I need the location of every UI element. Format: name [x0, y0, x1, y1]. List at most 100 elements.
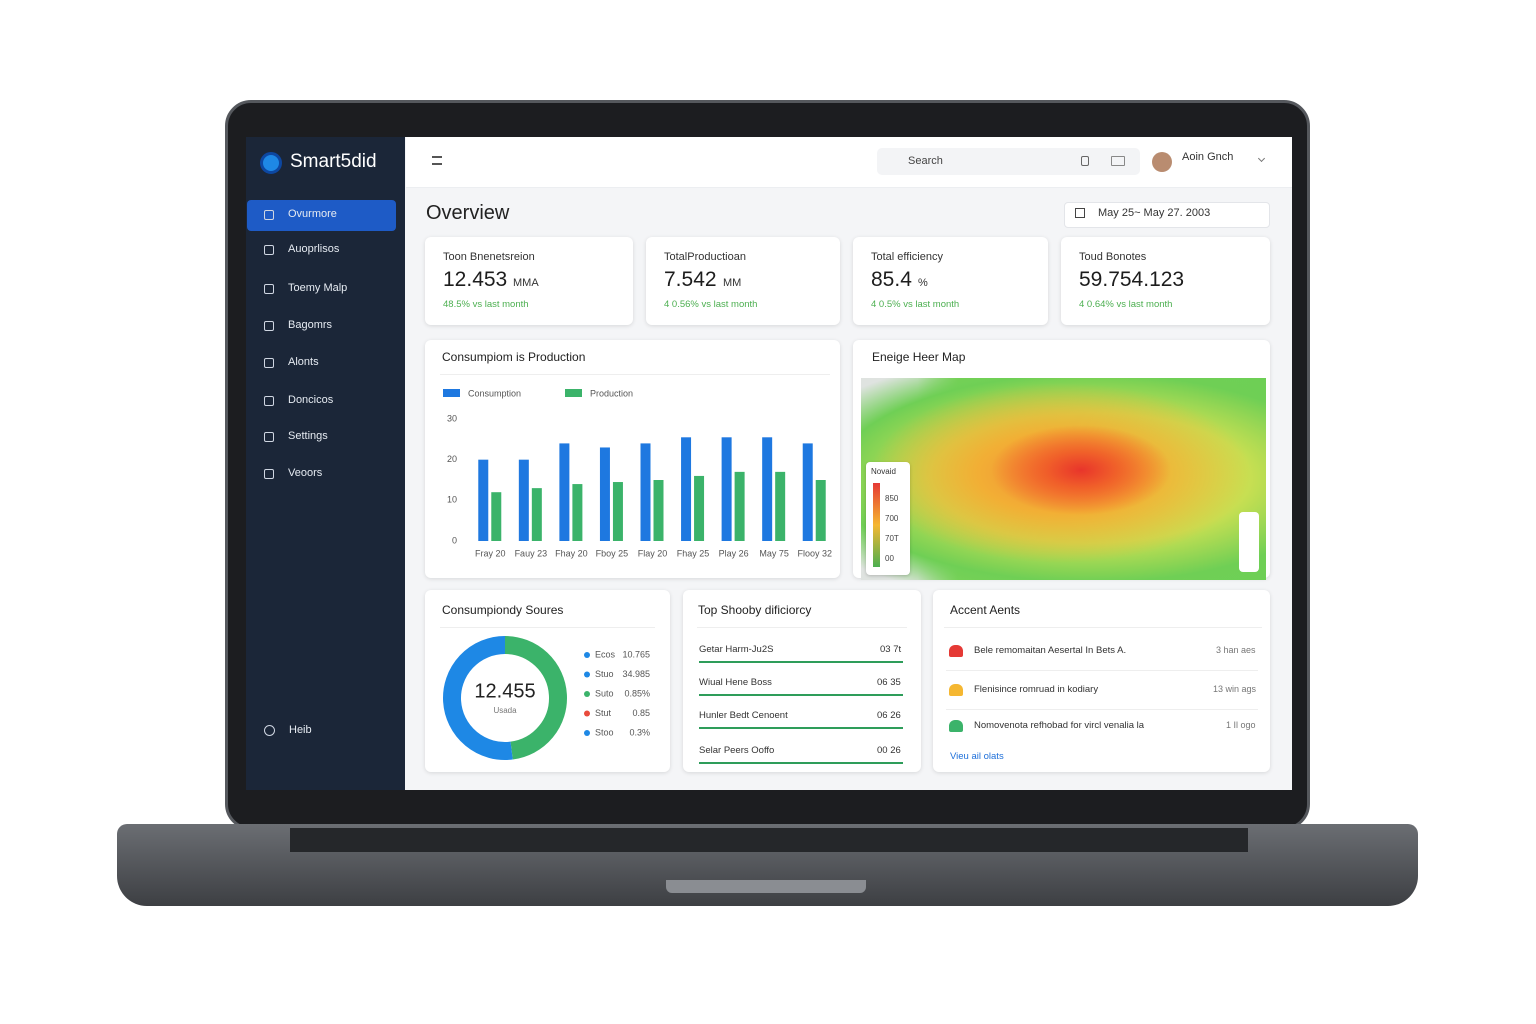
alert-time: 3 han aes: [1216, 645, 1256, 655]
bar-chart: Consumption Production 0 10 20 30 Fray 20 Fauy …: [443, 388, 832, 558]
page-title: Overview: [426, 202, 510, 224]
bar: [518, 459, 529, 541]
efficiency-title: Top Shooby dificiorcy: [698, 603, 812, 617]
brand-logo: [260, 152, 282, 174]
chart-divider: [440, 374, 830, 375]
efficiency-bar: [699, 762, 903, 764]
heatmap-legend-label: 70T: [885, 534, 899, 543]
kpi-change: 48.5% vs last month: [443, 299, 529, 310]
user-avatar: [1152, 152, 1172, 172]
efficiency-value: 00 26: [877, 745, 901, 756]
alert-text[interactable]: Nomovenota refhobad for vircl venalia la: [974, 720, 1145, 731]
x-tick-label: Flay 20: [638, 548, 668, 558]
kpi-unit: MMA: [513, 277, 539, 289]
nav-item[interactable]: Alonts: [288, 356, 319, 368]
keyboard: [290, 828, 1248, 852]
alerts-link[interactable]: Vieu ail olats: [950, 751, 1004, 762]
bar: [612, 482, 623, 541]
donut-segment: [443, 636, 513, 760]
legend-name: Ecos: [595, 649, 616, 659]
nav-icon: [264, 469, 274, 479]
alerts-divider: [944, 627, 1262, 628]
kpi-change: 4 0.5% vs last month: [871, 299, 960, 310]
x-tick-label: Play 26: [719, 548, 749, 558]
date-range-box[interactable]: [1064, 202, 1270, 228]
bar: [599, 447, 610, 541]
legend-dot: [584, 691, 590, 697]
heatmap-legend-label: 00: [885, 554, 894, 563]
legend-value: 0.3%: [629, 727, 650, 737]
mail-icon[interactable]: [1111, 156, 1125, 166]
legend-value: 10.765: [622, 649, 650, 659]
bar: [762, 437, 773, 541]
kpi-change: 4 0.64% vs last month: [1079, 299, 1173, 310]
alert-icon: [949, 645, 963, 657]
legend-label: Consumption: [468, 388, 521, 398]
efficiency-card: [683, 590, 921, 772]
menu-button[interactable]: [432, 156, 442, 165]
bar: [559, 443, 570, 541]
legend-name: Stuo: [595, 669, 614, 679]
efficiency-bar: [699, 727, 903, 729]
x-tick-label: Fhay 20: [555, 548, 588, 558]
help-link[interactable]: Heib: [289, 724, 312, 736]
bar: [721, 437, 732, 541]
bar: [572, 484, 583, 541]
notification-icon[interactable]: [1081, 156, 1089, 166]
kpi-unit: MM: [723, 277, 742, 289]
heatmap-legend-title: Novaid: [871, 467, 896, 476]
legend-dot: [584, 652, 590, 658]
alerts-title: Accent Aents: [950, 603, 1021, 617]
nav-item[interactable]: Toemy Malp: [288, 282, 348, 294]
efficiency-value: 03 7t: [880, 644, 902, 655]
x-tick-label: Flooy 32: [797, 548, 832, 558]
legend-dot: [584, 671, 590, 678]
legend-swatch: [565, 389, 582, 397]
x-tick-label: May 75: [759, 548, 789, 558]
map-controls[interactable]: [1239, 512, 1259, 572]
bar: [775, 471, 786, 541]
kpi-card: [1061, 237, 1270, 325]
alert-time: 13 win ags: [1213, 684, 1257, 694]
user-name[interactable]: Aoin Gnch: [1182, 151, 1234, 163]
y-tick-label: 10: [447, 495, 457, 505]
kpi-label: TotalProductioan: [664, 251, 746, 263]
alert-text[interactable]: Flenisince romruad in kodiary: [974, 684, 1099, 695]
efficiency-name: Selar Peers Ooffo: [699, 745, 775, 756]
nav-icon: [264, 284, 274, 294]
sources-title: Consumpiondy Soures: [442, 603, 564, 617]
nav-item[interactable]: Auoprlisos: [288, 243, 340, 255]
nav-item[interactable]: Veoors: [288, 467, 323, 479]
donut-center-value: 12.455: [474, 680, 535, 702]
alert-icon: [949, 720, 963, 732]
alerts-card: [933, 590, 1270, 772]
heatmap-scale: [873, 483, 880, 567]
kpi-value: 7.542: [664, 268, 717, 291]
nav-item[interactable]: Settings: [288, 430, 328, 442]
nav-item[interactable]: Ovurmore: [288, 208, 337, 220]
sidebar: [246, 137, 405, 790]
nav-icon: [264, 210, 274, 220]
x-tick-label: Fauy 23: [515, 548, 548, 558]
kpi-label: Toon Bnenetsreion: [443, 251, 535, 263]
alert-separator: [946, 709, 1258, 710]
nav-icon: [264, 396, 274, 406]
brand-name: Smart5did: [290, 151, 377, 172]
efficiency-name: Getar Harm-Ju2S: [699, 644, 774, 655]
legend-name: Suto: [595, 688, 614, 698]
donut-chart: 12.455 Usada Ecos 10.765 Stuo 34.985 Suto 0.85%…: [443, 636, 650, 760]
nav-item[interactable]: Doncicos: [288, 394, 334, 406]
kpi-label: Toud Bonotes: [1079, 251, 1147, 263]
alert-text[interactable]: Bele remomaitan Aesertal In Bets A.: [974, 645, 1127, 656]
kpi-value: 85.4: [871, 268, 912, 291]
nav-item[interactable]: Bagomrs: [288, 319, 333, 331]
search-box[interactable]: [877, 148, 1140, 175]
efficiency-value: 06 26: [877, 710, 901, 721]
efficiency-value: 06 35: [877, 677, 901, 688]
bar: [478, 459, 489, 541]
heatmap-legend-label: 850: [885, 494, 899, 503]
bar: [531, 488, 542, 541]
legend-value: 34.985: [622, 669, 650, 679]
calendar-icon: [1075, 208, 1085, 218]
